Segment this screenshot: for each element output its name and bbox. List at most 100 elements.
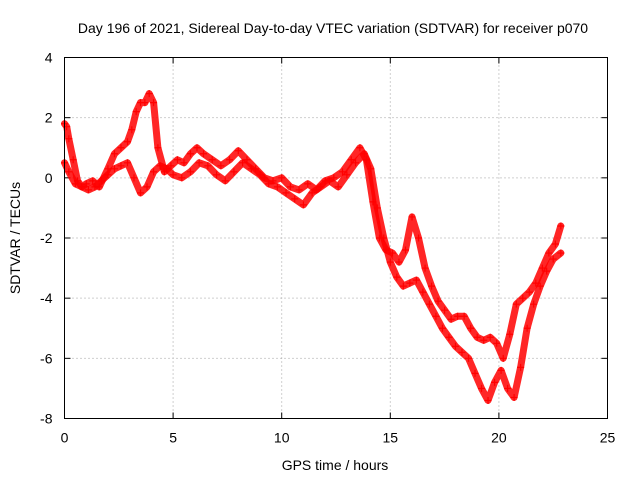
data-point-marker	[97, 177, 105, 185]
y-tick-label: 4	[45, 50, 53, 66]
data-point-marker	[273, 183, 281, 191]
data-point-marker	[447, 315, 455, 323]
data-point-marker	[239, 159, 247, 167]
data-point-marker	[110, 165, 118, 173]
data-point-marker	[399, 282, 407, 290]
data-point-marker	[478, 384, 486, 392]
data-point-marker	[454, 312, 462, 320]
data-point-marker	[137, 189, 145, 197]
data-point-marker	[110, 150, 118, 158]
data-point-marker	[186, 168, 194, 176]
data-point-marker	[557, 249, 565, 257]
x-tick-label: 15	[383, 430, 399, 446]
data-point-marker	[551, 240, 559, 248]
data-point-marker	[123, 159, 131, 167]
x-tick-label: 5	[169, 430, 177, 446]
data-point-marker	[295, 186, 303, 194]
data-point-marker	[130, 174, 138, 182]
data-point-marker	[484, 396, 492, 404]
data-point-marker	[486, 333, 494, 341]
data-point-marker	[557, 222, 565, 230]
data-point-marker	[230, 168, 238, 176]
data-point-marker	[519, 294, 527, 302]
y-tick-label: -8	[40, 411, 53, 427]
data-point-marker	[84, 186, 92, 194]
data-point-marker	[128, 126, 136, 134]
y-tick-label: 0	[45, 170, 53, 186]
data-point-marker	[471, 369, 479, 377]
data-point-marker	[504, 384, 512, 392]
y-axis-label: SDTVAR / TECUs	[7, 182, 23, 294]
data-point-marker	[217, 162, 225, 170]
data-point-marker	[169, 171, 177, 179]
data-point-marker	[173, 156, 181, 164]
data-point-marker	[480, 336, 488, 344]
data-point-marker	[530, 300, 538, 308]
data-point-marker	[421, 264, 429, 272]
data-point-marker	[69, 156, 77, 164]
data-point-marker	[65, 168, 73, 176]
data-point-marker	[180, 159, 188, 167]
series-track-a-band	[61, 90, 565, 362]
data-series	[61, 90, 565, 404]
data-point-marker	[234, 147, 242, 155]
data-point-marker	[491, 378, 499, 386]
data-point-marker	[386, 258, 394, 266]
data-point-marker	[425, 300, 433, 308]
data-point-marker	[304, 180, 312, 188]
data-point-marker	[408, 213, 416, 221]
data-point-marker	[91, 183, 99, 191]
data-point-marker	[156, 162, 164, 170]
data-point-marker	[291, 195, 299, 203]
y-tick-label: -2	[40, 230, 53, 246]
data-point-marker	[247, 165, 255, 173]
data-point-marker	[473, 333, 481, 341]
y-tick-label: 2	[45, 110, 53, 126]
chart-title: Day 196 of 2021, Sidereal Day-to-day VTE…	[78, 20, 588, 36]
data-point-marker	[402, 246, 410, 254]
data-point-marker	[123, 138, 131, 146]
data-point-marker	[536, 282, 544, 290]
data-point-marker	[445, 333, 453, 341]
data-point-marker	[282, 189, 290, 197]
data-point-marker	[278, 174, 286, 182]
data-point-marker	[200, 150, 208, 158]
data-point-marker	[493, 339, 501, 347]
data-point-marker	[432, 312, 440, 320]
data-point-marker	[451, 342, 459, 350]
data-point-marker	[441, 306, 449, 314]
data-point-marker	[193, 144, 201, 152]
data-point-marker	[150, 168, 158, 176]
data-point-marker	[325, 177, 333, 185]
data-point-marker	[117, 144, 125, 152]
data-point-marker	[517, 363, 525, 371]
data-point-marker	[154, 144, 162, 152]
data-point-marker	[343, 171, 351, 179]
data-point-marker	[132, 108, 140, 116]
data-point-marker	[543, 267, 551, 275]
x-axis-label: GPS time / hours	[282, 457, 389, 473]
data-point-marker	[150, 99, 158, 107]
data-point-marker	[226, 156, 234, 164]
x-tick-label: 20	[491, 430, 507, 446]
x-tick-label: 0	[61, 430, 69, 446]
data-point-marker	[195, 159, 203, 167]
data-point-marker	[286, 183, 294, 191]
plot-frame	[64, 57, 608, 419]
data-point-marker	[104, 171, 112, 179]
data-point-marker	[434, 297, 442, 305]
data-point-marker	[186, 150, 194, 158]
data-point-marker	[460, 312, 468, 320]
data-point-marker	[204, 162, 212, 170]
data-point-marker	[395, 258, 403, 266]
data-point-marker	[549, 255, 557, 263]
grid	[64, 57, 608, 419]
data-point-marker	[467, 324, 475, 332]
x-tick-label: 25	[600, 430, 616, 446]
data-point-marker	[458, 348, 466, 356]
data-point-marker	[464, 354, 472, 362]
data-point-marker	[412, 276, 420, 284]
data-point-marker	[299, 201, 307, 209]
data-point-marker	[356, 144, 364, 152]
